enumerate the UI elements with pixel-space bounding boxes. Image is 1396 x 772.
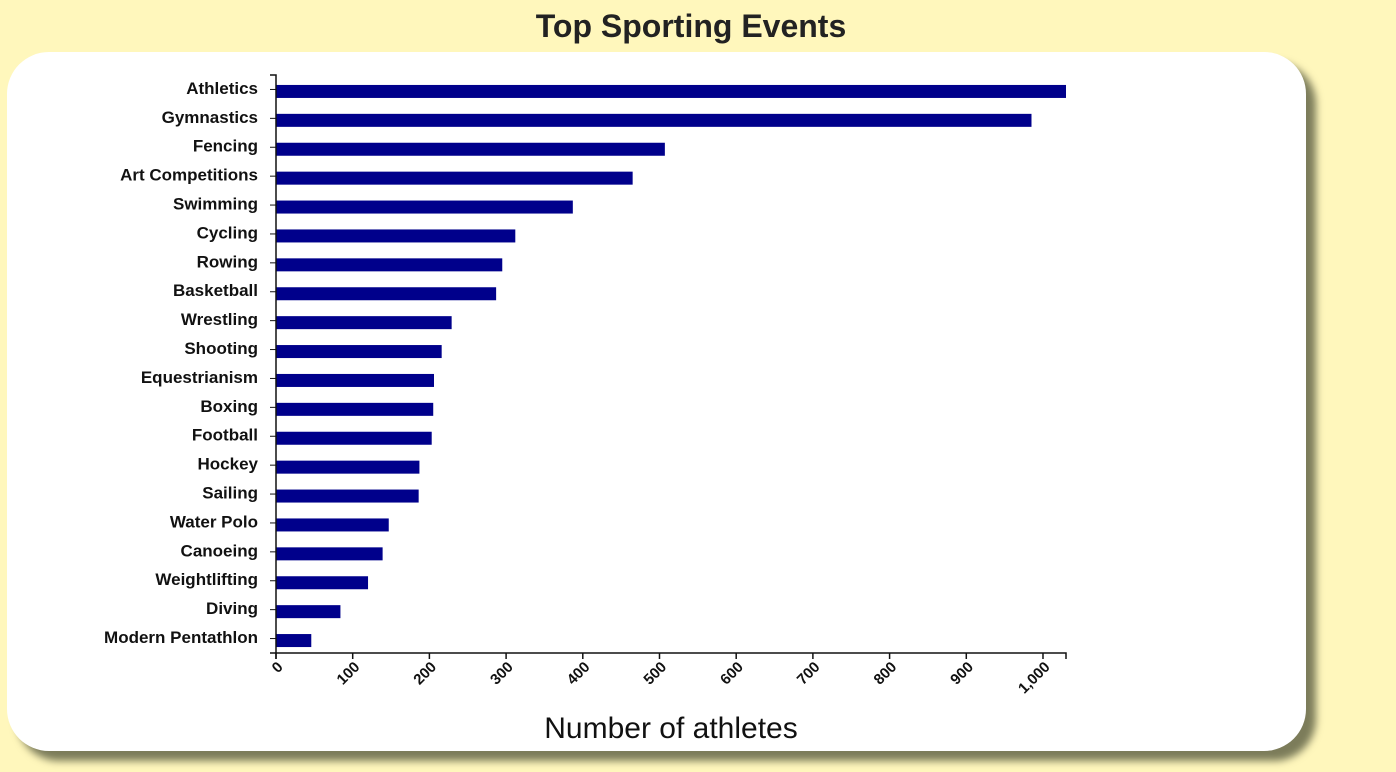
- category-label-football: Football: [192, 426, 258, 445]
- category-label-modern-pentathlon: Modern Pentathlon: [104, 628, 258, 647]
- bar-swimming: [276, 200, 573, 214]
- category-label-sailing: Sailing: [202, 484, 258, 503]
- x-tick-label: 800: [871, 659, 901, 689]
- bar-athletics: [276, 84, 1066, 98]
- x-tick-label: 700: [794, 659, 824, 689]
- x-tick-label: 1,000: [1015, 659, 1054, 698]
- bar-football: [276, 431, 432, 445]
- y-axis: Athletics Gymnastics Fencing Art Competitio…: [104, 74, 277, 654]
- x-axis-title: Number of athletes: [544, 712, 797, 745]
- bar-hockey: [276, 460, 420, 474]
- bar-modern-pentathlon: [276, 634, 312, 648]
- category-label-diving: Diving: [206, 599, 258, 618]
- page-title: Top Sporting Events: [535, 8, 847, 44]
- bars-layer: [276, 84, 1066, 648]
- bar-canoeing: [276, 547, 383, 561]
- x-tick-label: 100: [334, 659, 364, 689]
- category-label-wrestling: Wrestling: [181, 310, 258, 329]
- x-tick-label: 0: [269, 659, 287, 677]
- category-label-shooting: Shooting: [184, 339, 258, 358]
- x-tick-label: 300: [487, 659, 517, 689]
- category-label-rowing: Rowing: [197, 252, 258, 271]
- category-label-swimming: Swimming: [173, 195, 258, 214]
- bar-art-competitions: [276, 171, 633, 185]
- category-label-canoeing: Canoeing: [181, 541, 258, 560]
- bar-gymnastics: [276, 113, 1032, 127]
- bar-sailing: [276, 489, 419, 503]
- category-label-equestrianism: Equestrianism: [141, 368, 258, 387]
- bar-equestrianism: [276, 373, 434, 387]
- category-label-cycling: Cycling: [197, 223, 258, 242]
- bar-fencing: [276, 142, 665, 156]
- bar-boxing: [276, 402, 434, 416]
- bar-chart: Athletics Gymnastics Fencing Art Competitio…: [104, 74, 1067, 745]
- category-label-fencing: Fencing: [193, 137, 258, 156]
- chart-card: Athletics Gymnastics Fencing Art Competitio…: [7, 52, 1306, 751]
- bar-cycling: [276, 229, 516, 243]
- bar-water-polo: [276, 518, 389, 532]
- bar-shooting: [276, 345, 442, 359]
- category-label-athletics: Athletics: [186, 79, 258, 98]
- category-label-water-polo: Water Polo: [170, 512, 258, 531]
- bar-wrestling: [276, 316, 452, 330]
- bar-basketball: [276, 287, 497, 301]
- category-label-gymnastics: Gymnastics: [162, 108, 258, 127]
- bar-weightlifting: [276, 576, 369, 590]
- x-tick-label: 500: [640, 659, 670, 689]
- category-label-weightlifting: Weightlifting: [155, 570, 258, 589]
- x-tick-label: 600: [717, 659, 747, 689]
- category-label-hockey: Hockey: [198, 455, 259, 474]
- x-tick-label: 400: [564, 659, 594, 689]
- category-label-basketball: Basketball: [173, 281, 258, 300]
- bar-diving: [276, 605, 341, 619]
- bar-rowing: [276, 258, 503, 272]
- category-label-art-competitions: Art Competitions: [120, 166, 258, 185]
- category-label-boxing: Boxing: [200, 397, 258, 416]
- y-axis-line: [270, 74, 277, 654]
- x-tick-label: 200: [410, 659, 440, 689]
- x-axis: 0 100 200 300 400 500 600 700 800 900 1,000: [269, 652, 1067, 698]
- x-tick-label: 900: [947, 659, 977, 689]
- x-axis-line: [275, 652, 1067, 659]
